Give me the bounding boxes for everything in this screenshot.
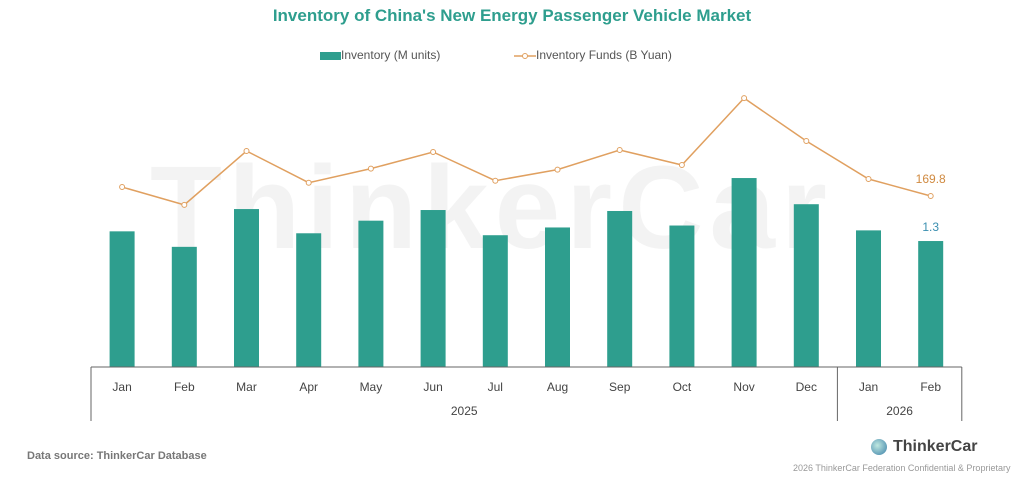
x-tick-label: Jan	[859, 380, 878, 394]
bar	[856, 230, 881, 367]
line-point	[492, 177, 499, 184]
brand-logo: ThinkerCar	[871, 438, 977, 456]
data-source: Data source: ThinkerCar Database	[27, 450, 207, 462]
legend-swatch-bar	[320, 51, 341, 60]
bar	[296, 233, 322, 367]
legend-item-inventory: Inventory (M units)	[320, 48, 440, 62]
line-point	[243, 147, 250, 154]
x-tick-label: Jun	[423, 380, 442, 394]
bar	[793, 204, 819, 367]
legend-label: Inventory (M units)	[341, 48, 441, 62]
line-point	[803, 138, 810, 145]
bar	[482, 235, 508, 367]
legend-label: Inventory Funds (B Yuan)	[536, 48, 672, 62]
logo-icon	[871, 439, 887, 455]
bar	[669, 225, 695, 367]
x-tick-label: Jul	[488, 380, 503, 394]
x-tick-label: Apr	[299, 380, 318, 394]
line-point	[616, 146, 623, 153]
bar	[607, 210, 633, 367]
x-tick-label: Jan	[112, 380, 131, 394]
line-point	[430, 149, 437, 156]
bar	[171, 246, 197, 367]
x-tick-label: Nov	[733, 380, 754, 394]
x-tick-label: Dec	[796, 380, 817, 394]
line-data-label: 169.8	[916, 172, 946, 186]
chart-title: Inventory of China's New Energy Passenge…	[272, 6, 752, 25]
bar	[420, 210, 446, 367]
line-point	[678, 161, 685, 168]
legend-swatch-line	[514, 52, 536, 59]
bar-data-label: 1.3	[922, 220, 939, 234]
bar	[918, 241, 944, 367]
group-label: 2025	[451, 404, 478, 418]
line-point	[367, 165, 374, 172]
x-tick-label: Aug	[547, 380, 568, 394]
legend-item-funds: Inventory Funds (B Yuan)	[514, 48, 672, 62]
bar	[545, 227, 570, 367]
line-point	[305, 179, 312, 186]
bar	[731, 178, 757, 367]
confidential-note: 2026 ThinkerCar Federation Confidential …	[793, 463, 1011, 473]
line-point	[865, 175, 872, 182]
bar	[109, 231, 135, 367]
line-point	[119, 184, 126, 191]
x-tick-label: May	[360, 380, 383, 394]
group-label: 2026	[886, 404, 913, 418]
funds-line	[121, 97, 931, 206]
line-point	[741, 95, 748, 102]
x-tick-label: Oct	[673, 380, 692, 394]
line-point	[927, 193, 934, 200]
line-point	[181, 201, 188, 208]
line-point	[554, 166, 561, 173]
bar	[358, 220, 384, 367]
x-tick-label: Feb	[920, 380, 941, 394]
x-tick-label: Mar	[236, 380, 257, 394]
bar	[234, 209, 259, 367]
x-tick-label: Feb	[174, 380, 195, 394]
x-tick-label: Sep	[609, 380, 631, 394]
